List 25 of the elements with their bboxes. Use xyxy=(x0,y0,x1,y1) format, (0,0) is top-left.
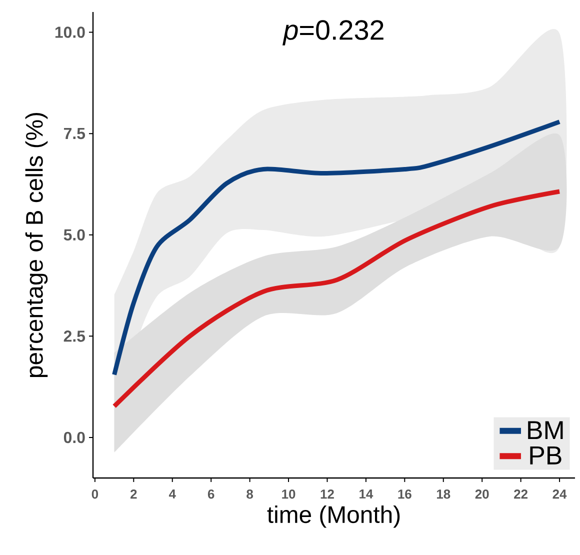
x-tick-label: 2 xyxy=(130,490,137,499)
y-axis-title: percentage of B cells (%) xyxy=(25,112,48,378)
x-tick-label: 12 xyxy=(320,490,334,499)
legend-label: PB xyxy=(530,446,562,464)
x-tick-label: 6 xyxy=(208,490,214,499)
line-series xyxy=(112,120,562,377)
y-tick-label: 10.0 xyxy=(55,26,85,38)
x-tick-label: 10 xyxy=(282,490,296,499)
x-tick-label: 4 xyxy=(168,490,176,498)
x-tick-label: 16 xyxy=(398,490,412,499)
x-tick-label: 20 xyxy=(475,490,489,499)
y-tick-label: 5.0 xyxy=(64,229,85,241)
line-series xyxy=(112,189,562,409)
x-tick-label: 14 xyxy=(360,490,374,498)
x-tick-label: 24 xyxy=(552,490,567,499)
y-tick-label: 2.5 xyxy=(64,330,86,342)
x-tick-label: 0 xyxy=(92,490,98,499)
y-tick-label: 0.0 xyxy=(64,432,85,444)
x-tick-label: 22 xyxy=(514,490,528,499)
y-tick-label: 7.5 xyxy=(64,128,86,140)
x-tick-label: 8 xyxy=(246,490,254,499)
legend-label: BM xyxy=(528,421,563,440)
annotation: p=0.232 xyxy=(282,20,384,46)
x-tick-label: 18 xyxy=(436,490,450,499)
x-axis-title: time (Month) xyxy=(267,506,400,528)
